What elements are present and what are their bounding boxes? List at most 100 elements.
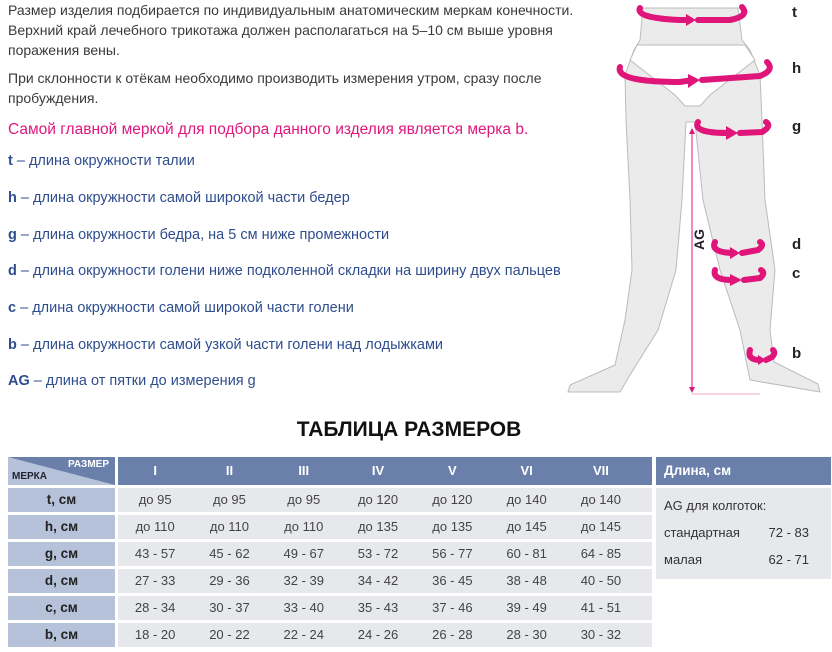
leg-measurement-figure: AG (567, 4, 821, 395)
length-subtitle: AG для колготок: (664, 498, 767, 513)
table-row: g, см 43 - 57 45 - 62 49 - 67 53 - 72 56 - 77… (8, 542, 652, 566)
intro-paragraph-2: При склонности к отёкам необходимо произ… (8, 70, 542, 106)
table-cell: до 145 (563, 515, 639, 539)
table-cell: до 145 (489, 515, 564, 539)
table-cell: 37 - 46 (415, 596, 490, 620)
legend-item: t – длина окружности талии (8, 153, 195, 169)
table-cell: до 140 (563, 488, 639, 512)
table-cell: 43 - 57 (118, 542, 193, 566)
length-label: стандартная (664, 525, 740, 540)
key-measure-note: Самой главной меркой для подбора данного… (8, 121, 529, 138)
length-value: 72 - 83 (768, 525, 809, 540)
table-cell: до 110 (266, 515, 341, 539)
table-cell: 38 - 48 (489, 569, 564, 593)
legend-text: – длина окружности голени ниже подколенн… (16, 263, 561, 279)
size-header: II (225, 463, 234, 478)
table-cell: до 95 (192, 488, 267, 512)
legend-item: c – длина окружности самой широкой части… (8, 300, 354, 316)
table-cell: 36 - 45 (415, 569, 490, 593)
size-header: III (298, 463, 310, 478)
legend-key: c (8, 300, 17, 316)
legend-text: – длина окружности самой широкой части г… (16, 300, 354, 316)
row-label: h, см (8, 515, 115, 539)
corner-measure-label: МЕРКА (12, 471, 47, 482)
legend-key: b (8, 337, 17, 353)
table-row: d, см 27 - 33 29 - 36 32 - 39 34 - 42 36 - 45… (8, 569, 652, 593)
row-label: b, см (8, 623, 115, 647)
table-cell: 29 - 36 (192, 569, 267, 593)
label-d: d (792, 236, 802, 253)
legend-text: – длина от пятки до измерения g (29, 373, 256, 389)
table-cell: 60 - 81 (489, 542, 564, 566)
legend-key: AG (8, 373, 30, 389)
length-row: стандартная 72 - 83 (664, 519, 823, 546)
table-cell: 30 - 32 (563, 623, 639, 647)
table-cell: 35 - 43 (340, 596, 416, 620)
table-cell: 56 - 77 (415, 542, 490, 566)
legend-item: b – длина окружности самой узкой части г… (8, 337, 443, 353)
legend-key: t (8, 153, 13, 169)
table-cell: 24 - 26 (340, 623, 416, 647)
table-row: h, см до 110 до 110 до 110 до 135 до 135 до 14… (8, 515, 652, 539)
table-cell: 28 - 34 (118, 596, 193, 620)
row-label: g, см (8, 542, 115, 566)
ag-label: AG (691, 229, 707, 250)
table-row: c, см 28 - 34 30 - 37 33 - 40 35 - 43 37 - 46… (8, 596, 652, 620)
size-table-header: РАЗМЕР МЕРКА I II III IV V VI VII (8, 457, 652, 485)
legend-key: h (8, 190, 17, 206)
size-header: IV (371, 463, 385, 478)
table-cell: 26 - 28 (415, 623, 490, 647)
table-cell: 32 - 39 (266, 569, 341, 593)
legend-text: – длина окружности самой широкой части б… (16, 190, 350, 206)
row-label: d, см (8, 569, 115, 593)
length-row: малая 62 - 71 (664, 546, 823, 573)
legend-text: – длина окружности бедра, на 5 см ниже п… (16, 227, 390, 243)
intro-paragraph-1: Размер изделия подбирается по индивидуал… (8, 2, 574, 58)
size-header: I (153, 463, 157, 478)
table-cell: 34 - 42 (340, 569, 416, 593)
table-cell: до 110 (118, 515, 193, 539)
corner-size-label: РАЗМЕР (68, 459, 109, 470)
table-cell: до 120 (340, 488, 416, 512)
length-label: малая (664, 552, 703, 567)
row-label: t, см (8, 488, 115, 512)
table-cell: до 95 (266, 488, 341, 512)
table-row: t, см до 95 до 95 до 95 до 120 до 120 до 140 до… (8, 488, 652, 512)
table-cell: 28 - 30 (489, 623, 564, 647)
table-cell: 27 - 33 (118, 569, 193, 593)
table-cell: 39 - 49 (489, 596, 564, 620)
table-cell: до 110 (192, 515, 267, 539)
table-cell: 33 - 40 (266, 596, 341, 620)
table-cell: до 135 (415, 515, 490, 539)
legend-item: h – длина окружности самой широкой части… (8, 190, 350, 206)
table-cell: до 95 (118, 488, 193, 512)
table-cell: до 140 (489, 488, 564, 512)
label-t: t (792, 4, 797, 21)
label-h: h (792, 60, 802, 77)
table-cell: 64 - 85 (563, 542, 639, 566)
length-table: Длина, см AG для колготок: стандартная 72… (656, 457, 831, 579)
size-header: VII (592, 463, 609, 478)
length-value: 62 - 71 (768, 552, 809, 567)
table-cell: 20 - 22 (192, 623, 267, 647)
label-b: b (792, 345, 802, 362)
legend-text: – длина окружности самой узкой части гол… (16, 337, 444, 353)
corner-cell: РАЗМЕР МЕРКА (8, 457, 115, 485)
table-cell: 30 - 37 (192, 596, 267, 620)
table-cell: 40 - 50 (563, 569, 639, 593)
label-g: g (792, 118, 802, 135)
table-cell: 41 - 51 (563, 596, 639, 620)
legend-text: – длина окружности талии (12, 153, 195, 169)
row-label: c, см (8, 596, 115, 620)
legend-item: g – длина окружности бедра, на 5 см ниже… (8, 227, 389, 243)
size-header: VI (520, 463, 533, 478)
table-cell: 18 - 20 (118, 623, 193, 647)
legend-key: d (8, 263, 17, 279)
label-c: c (792, 265, 801, 282)
table-cell: 22 - 24 (266, 623, 341, 647)
size-table-title: ТАБЛИЦА РАЗМЕРОВ (296, 418, 522, 441)
legend-key: g (8, 227, 17, 243)
length-table-header: Длина, см (656, 457, 831, 485)
size-header: V (448, 463, 457, 478)
size-table: РАЗМЕР МЕРКА I II III IV V VI VII t, см до 95 до… (8, 457, 652, 650)
